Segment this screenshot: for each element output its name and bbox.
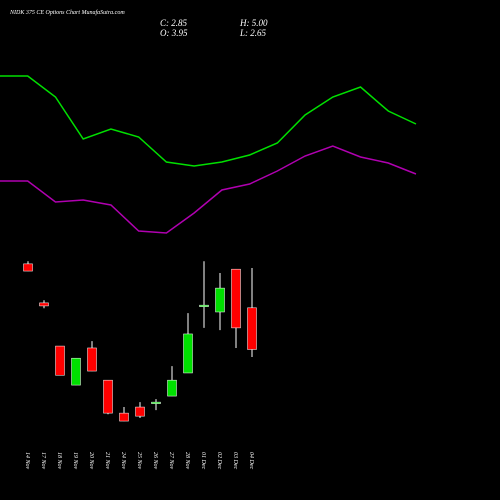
candle-body [55,345,65,376]
x-tick-label: 24 Nov [120,452,127,470]
line [0,75,417,167]
candle-body [199,304,209,307]
x-tick-label: 04 Dec [248,452,255,469]
candle-body [119,412,129,422]
candle-body [231,268,241,329]
candle-body [39,302,49,307]
info-close: C: 2.85 [160,18,188,28]
x-tick-label: 19 Nov [72,452,78,470]
candle-body [135,406,145,417]
x-tick-label: 21 Nov [104,452,110,470]
candle-body [167,379,177,397]
chart-title: NIDK 375 CE Options Chart MunafaSutra.co… [9,9,125,16]
x-tick-label: 01 Dec [200,452,206,469]
candle-body [183,333,193,374]
candle-body [23,263,33,272]
candle-body [71,357,81,386]
info-low: L: 2.65 [239,28,267,38]
x-tick-label: 27 Nov [168,452,174,470]
candle-body [151,401,161,404]
info-high: H: 5.00 [239,18,268,28]
line [0,145,417,234]
candle-body [215,287,225,313]
x-tick-label: 20 Nov [88,452,94,470]
candle-body [87,347,97,372]
x-tick-label: 18 Nov [56,452,62,470]
x-tick-label: 25 Nov [136,452,142,470]
x-tick-label: 02 Dec [216,452,222,469]
x-tick-label: 26 Nov [152,452,158,470]
candle-body [247,307,257,350]
x-tick-label: 28 Nov [184,452,190,470]
candle-body [103,379,113,414]
x-tick-label: 03 Dec [232,452,238,469]
x-tick-label: 14 Nov [24,452,31,470]
info-open: O: 3.95 [160,28,188,38]
x-tick-label: 17 Nov [40,452,46,470]
